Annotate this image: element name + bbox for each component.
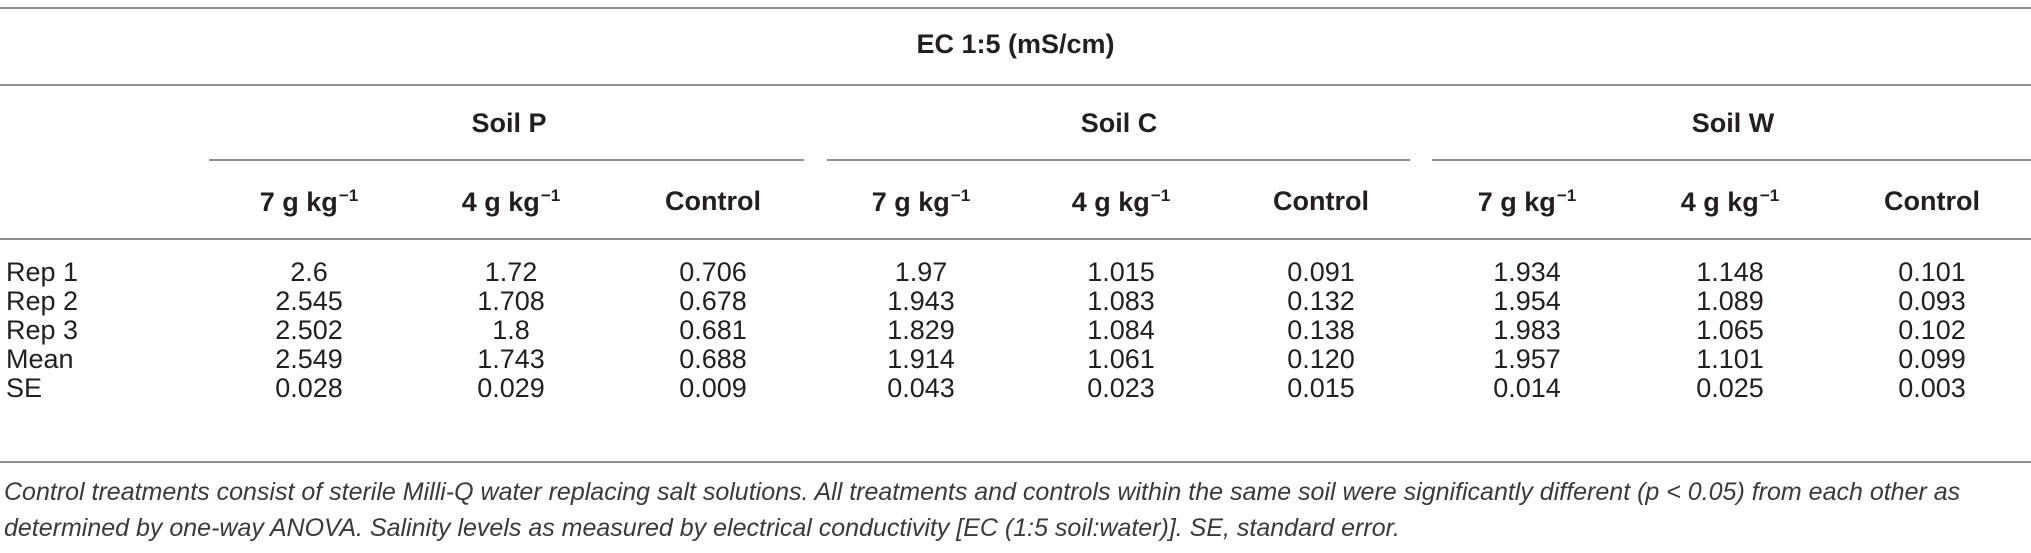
table-cell: 1.8: [492, 315, 530, 345]
table-title: EC 1:5 (mS/cm): [916, 29, 1115, 59]
group-header-soil-p: Soil P: [471, 108, 547, 138]
table-cell: 1.083: [1087, 286, 1155, 316]
column-header: 4 g kg−1: [1630, 186, 1830, 218]
unit-exponent: −1: [540, 186, 561, 205]
bottom-rule: [0, 461, 2031, 463]
table-cell: 0.023: [1087, 373, 1155, 403]
soil-p-rule: [209, 159, 804, 161]
table-cell: 0.138: [1287, 315, 1355, 345]
top-rule: [0, 7, 2031, 9]
column-header-label: Control: [665, 186, 761, 216]
footnote-line-2: determined by one-way ANOVA. Salinity le…: [4, 514, 1400, 542]
unit-exponent: −1: [1150, 186, 1171, 205]
column-header: Control: [613, 186, 813, 217]
column-header-label: Control: [1273, 186, 1369, 216]
table-cell: 0.093: [1898, 286, 1966, 316]
table-cell: 2.502: [275, 315, 343, 345]
table-cell: 0.028: [275, 373, 343, 403]
table-cell: 0.091: [1287, 257, 1355, 287]
table-cell: 1.061: [1087, 344, 1155, 374]
unit-exponent: −1: [1556, 186, 1577, 205]
unit-exponent: −1: [950, 186, 971, 205]
footnote-line-1: Control treatments consist of sterile Mi…: [4, 478, 1961, 506]
column-header-label: 7 g kg: [871, 187, 950, 217]
table-cell: 0.102: [1898, 315, 1966, 345]
soil-c-rule: [827, 159, 1410, 161]
column-header-label: 4 g kg: [1680, 187, 1759, 217]
table-cell: 0.009: [679, 373, 747, 403]
table-cell: 1.72: [484, 257, 538, 287]
table-cell: 0.014: [1493, 373, 1561, 403]
table-cell: 1.983: [1493, 315, 1561, 345]
column-header-label: 4 g kg: [461, 187, 540, 217]
column-header-label: 7 g kg: [259, 187, 338, 217]
table-cell: 1.957: [1493, 344, 1561, 374]
table-cell: 1.708: [477, 286, 545, 316]
table-cell: 1.97: [894, 257, 948, 287]
table-cell: 1.089: [1696, 286, 1764, 316]
table-cell: 2.549: [275, 344, 343, 374]
table-cell: 0.681: [679, 315, 747, 345]
column-header: 7 g kg−1: [209, 186, 409, 218]
row-label: Rep 1: [6, 257, 79, 287]
group-header-soil-c: Soil C: [1080, 108, 1158, 138]
table-cell: 1.084: [1087, 315, 1155, 345]
row-label: Mean: [6, 344, 74, 374]
column-header: 4 g kg−1: [1021, 186, 1221, 218]
table-cell: 2.6: [290, 257, 328, 287]
column-header-label: 4 g kg: [1071, 187, 1150, 217]
table-cell: 0.101: [1898, 257, 1966, 287]
table-cell: 0.688: [679, 344, 747, 374]
column-header-label: Control: [1884, 186, 1980, 216]
soil-w-rule: [1432, 159, 2031, 161]
table-cell: 0.678: [679, 286, 747, 316]
table-cell: 1.829: [887, 315, 955, 345]
table-cell: 0.003: [1898, 373, 1966, 403]
header-rule: [0, 238, 2031, 240]
unit-exponent: −1: [1759, 186, 1780, 205]
group-header-soil-w: Soil W: [1691, 108, 1775, 138]
column-header: Control: [1832, 186, 2031, 217]
table-cell: 1.934: [1493, 257, 1561, 287]
table-cell: 0.706: [679, 257, 747, 287]
row-label: Rep 3: [6, 315, 79, 345]
table-cell: 1.914: [887, 344, 955, 374]
title-rule: [0, 84, 2031, 86]
table-cell: 0.025: [1696, 373, 1764, 403]
table-cell: 1.954: [1493, 286, 1561, 316]
table-cell: 0.029: [477, 373, 545, 403]
column-header: 7 g kg−1: [821, 186, 1021, 218]
table-cell: 0.120: [1287, 344, 1355, 374]
column-header: Control: [1221, 186, 1421, 217]
table-cell: 1.015: [1087, 257, 1155, 287]
table-cell: 0.043: [887, 373, 955, 403]
row-label: Rep 2: [6, 286, 79, 316]
table-cell: 0.015: [1287, 373, 1355, 403]
table-cell: 1.148: [1696, 257, 1764, 287]
table-cell: 0.132: [1287, 286, 1355, 316]
column-header: 7 g kg−1: [1427, 186, 1627, 218]
column-header: 4 g kg−1: [411, 186, 611, 218]
table-cell: 1.101: [1696, 344, 1764, 374]
table-cell: 1.743: [477, 344, 545, 374]
table-cell: 2.545: [275, 286, 343, 316]
column-header-label: 7 g kg: [1477, 187, 1556, 217]
table-cell: 1.065: [1696, 315, 1764, 345]
row-label: SE: [6, 373, 43, 403]
table-cell: 1.943: [887, 286, 955, 316]
table-cell: 0.099: [1898, 344, 1966, 374]
unit-exponent: −1: [338, 186, 359, 205]
